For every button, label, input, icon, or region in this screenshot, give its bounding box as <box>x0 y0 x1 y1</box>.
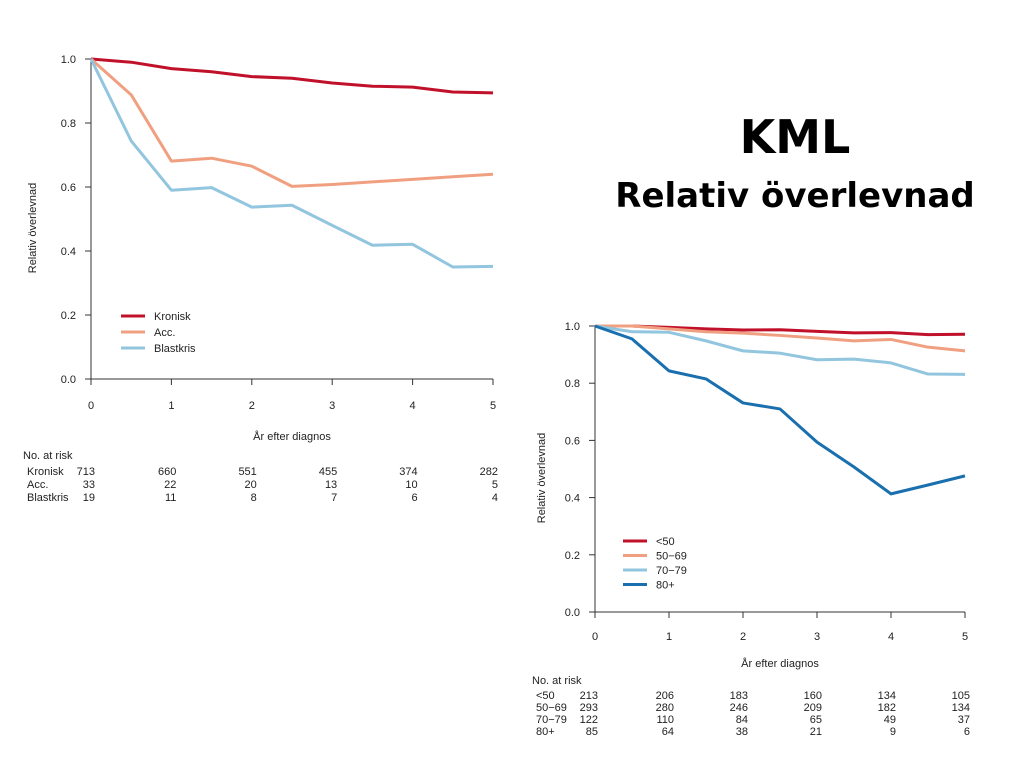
chart1-legend-label: Blastkris <box>154 343 196 355</box>
chart1-x-tick-label: 3 <box>329 400 335 412</box>
chart2-risk-cell: 38 <box>736 726 748 738</box>
chart2-risk-cell: 21 <box>810 726 822 738</box>
chart2-risk-cell: 37 <box>958 714 970 726</box>
chart1-risk-cell: 20 <box>245 479 257 491</box>
chart2-risk-cell: 49 <box>884 714 896 726</box>
chart2-x-tick-label: 4 <box>888 631 894 643</box>
chart2-legend-label: 80+ <box>656 580 675 592</box>
chart2-risk-cell: 134 <box>952 702 970 714</box>
chart2-risk-row-label: <50 <box>536 690 555 702</box>
chart1-risk-cell: 6 <box>411 492 417 504</box>
chart2-risk-cell: 183 <box>730 690 748 702</box>
chart1-risk-cell: 13 <box>325 479 337 491</box>
chart2-risk-cell: 85 <box>586 726 598 738</box>
slide-subtitle: Relativ överlevnad <box>615 176 975 216</box>
chart1-series-line-0 <box>90 57 494 95</box>
chart2-risk-cell: 280 <box>656 702 674 714</box>
chart1-y-tick-label: 1.0 <box>61 54 76 66</box>
chart1-x-tick-label: 1 <box>168 400 174 412</box>
chart2-risk-cell: 160 <box>804 690 822 702</box>
chart2-risk-table-header: No. at risk <box>532 675 582 687</box>
chart1-y-tick-label: 0.4 <box>61 246 76 258</box>
chart1-risk-table-header: No. at risk <box>23 450 73 462</box>
chart1-risk-cell: 33 <box>83 479 95 491</box>
chart2-legend-label: 50−69 <box>656 551 687 563</box>
chart2-risk-row-label: 80+ <box>536 726 555 738</box>
chart2-risk-cell: 246 <box>730 702 748 714</box>
chart2-risk-cell: 209 <box>804 702 822 714</box>
chart1-legend-label: Kronisk <box>154 311 191 323</box>
chart2-risk-cell: 65 <box>810 714 822 726</box>
chart2-series-line-2 <box>594 324 966 376</box>
chart2-risk-cell: 64 <box>662 726 674 738</box>
chart1-risk-cell: 455 <box>319 466 337 478</box>
chart2-x-tick-label: 1 <box>666 631 672 643</box>
chart2-x-tick-label: 2 <box>740 631 746 643</box>
chart1-risk-cell: 10 <box>405 479 417 491</box>
chart1-risk-cell: 374 <box>399 466 417 478</box>
chart1-y-tick-label: 0.2 <box>61 310 76 322</box>
chart1-y-axis-label: Relativ överlevnad <box>27 183 39 274</box>
chart2-legend-label: <50 <box>656 536 675 548</box>
chart2-x-tick-label: 3 <box>814 631 820 643</box>
chart1-y-tick-label: 0.8 <box>61 118 76 130</box>
chart2-y-axis-label: Relativ överlevnad <box>536 433 548 524</box>
chart2-risk-cell: 6 <box>964 726 970 738</box>
chart1-x-tick-label: 0 <box>88 400 94 412</box>
chart1-y-tick-label: 0.6 <box>61 182 76 194</box>
chart1-risk-cell: 19 <box>83 492 95 504</box>
chart2-risk-cell: 293 <box>580 702 598 714</box>
chart1-risk-cell: 713 <box>77 466 95 478</box>
chart1-risk-cell: 660 <box>158 466 176 478</box>
chart2-x-tick-label: 0 <box>592 631 598 643</box>
chart2-y-tick-label: 0.4 <box>565 493 580 505</box>
chart1-risk-cell: 282 <box>480 466 498 478</box>
chart1-risk-cell: 4 <box>492 492 498 504</box>
chart2-risk-cell: 84 <box>736 714 748 726</box>
chart1-risk-row-label: Acc. <box>27 479 48 491</box>
chart2-y-tick-label: 1.0 <box>565 321 580 333</box>
slide-title: KML <box>739 110 851 164</box>
chart2-risk-cell: 9 <box>890 726 896 738</box>
chart1-series-line-2 <box>89 58 494 269</box>
chart2-risk-row-label: 50−69 <box>536 702 567 714</box>
chart1-x-tick-label: 4 <box>410 400 416 412</box>
chart2-risk-cell: 182 <box>878 702 896 714</box>
chart2-y-tick-label: 0.0 <box>565 607 580 619</box>
chart1-x-tick-label: 5 <box>490 400 496 412</box>
chart2-series-line-3 <box>594 324 966 496</box>
chart2-risk-cell: 206 <box>656 690 674 702</box>
chart1-x-axis-label: År efter diagnos <box>253 430 331 443</box>
chart1-risk-cell: 5 <box>492 479 498 491</box>
chart2-risk-cell: 213 <box>580 690 598 702</box>
chart2-risk-cell: 134 <box>878 690 896 702</box>
chart1-risk-row-label: Kronisk <box>27 466 64 478</box>
chart2-y-tick-label: 0.6 <box>565 435 580 447</box>
chart2-risk-cell: 105 <box>952 690 970 702</box>
chart1-series-line-1 <box>90 57 494 188</box>
chart1-risk-row-label: Blastkris <box>27 492 69 504</box>
chart2-y-tick-label: 0.2 <box>565 550 580 562</box>
chart1-legend-label: Acc. <box>154 327 175 339</box>
chart2-x-tick-label: 5 <box>962 631 968 643</box>
chart2-risk-cell: 110 <box>656 714 674 726</box>
chart1-risk-cell: 22 <box>164 479 176 491</box>
chart2-risk-row-label: 70−79 <box>536 714 567 726</box>
chart1-risk-cell: 11 <box>165 492 176 504</box>
chart2-risk-cell: 122 <box>580 714 598 726</box>
chart1-risk-cell: 7 <box>331 492 337 504</box>
chart2-x-axis-label: År efter diagnos <box>741 657 819 670</box>
chart2-series-line-1 <box>595 324 966 353</box>
chart2-legend-label: 70−79 <box>656 565 687 577</box>
chart1-risk-cell: 8 <box>251 492 257 504</box>
chart1-y-tick-label: 0.0 <box>61 374 76 386</box>
chart1-x-tick-label: 2 <box>249 400 255 412</box>
chart2-y-tick-label: 0.8 <box>565 378 580 390</box>
chart1-risk-cell: 551 <box>238 466 256 478</box>
